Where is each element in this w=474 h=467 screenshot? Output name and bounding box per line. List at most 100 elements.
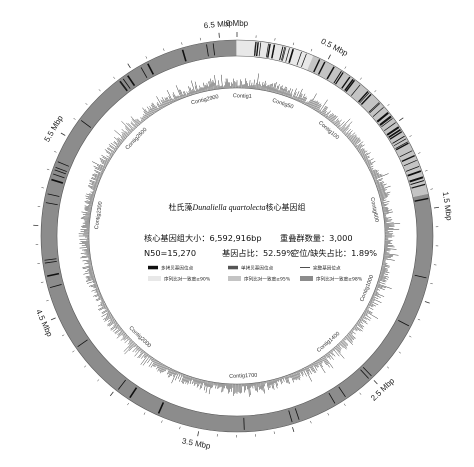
scale-tick-label: 4.5 Mbp [34,308,54,339]
contig-label: Contig50 [271,98,294,111]
ring-outline [40,39,434,433]
contig-label: Contig1 [233,93,252,100]
gene-mark [360,369,369,379]
scale-tick [145,56,148,59]
legend-swatch [148,265,158,270]
scale-tick [179,426,181,430]
gene-mark [388,128,401,138]
gene-mark [317,61,326,75]
contig-count: 重叠群数量：3,000 [280,233,353,243]
scale-tick [327,54,331,60]
scale-tick [425,170,428,172]
gene-mark [392,135,405,144]
gene-mark [267,43,271,58]
gene-mark [119,80,128,91]
contig-label: Contig2300 [94,201,104,230]
gene-mark [117,379,126,390]
legend-swatch [228,276,241,281]
gene-mark [414,274,427,279]
scale-tick [73,117,76,120]
gene-mark [258,42,262,57]
identity-segment [327,66,429,198]
scale-tick [292,42,295,46]
gene-mark [409,176,423,182]
n50-value: N50=15,270 [144,248,196,258]
gene-mark [399,150,413,158]
scale-tick [359,77,362,80]
gene-mark [410,180,425,185]
gene-mark [328,392,336,404]
scale-tick [386,366,390,369]
scale-tick [417,318,421,321]
gene-mark [384,122,396,132]
gene-mark [49,284,62,289]
scale-tick [85,102,88,105]
scale-tick [127,402,129,406]
legend-swatch [300,276,313,281]
scale-tick [374,90,377,93]
gene-mark [282,47,287,61]
scale-tick [163,48,165,51]
gene-mark [344,78,354,91]
scale-tick [424,301,430,304]
gene-mark [44,258,57,261]
gene-mark [294,408,300,420]
gene-mark [380,116,392,126]
scale-tick [409,135,412,137]
gene-mark [407,171,422,177]
legend-label: 序列比对一致度≥98% [316,276,363,283]
gene-mark [206,44,209,57]
gene-mark [53,173,65,179]
gene-mark [301,53,307,67]
gene-mark [51,178,64,184]
gene-mark [45,202,58,206]
gene-mark [405,166,420,172]
gene-mark [157,402,165,414]
gene-mark [129,387,138,399]
gene-mark [288,410,293,423]
gene-mark [358,91,369,103]
scale-tick [359,392,362,395]
scale-tick [343,403,346,406]
gene-mark [279,46,284,61]
legend-label: 单拷贝基因位点 [241,265,274,272]
gene-mark [281,46,286,61]
scale-tick [143,412,146,415]
gene-mark [386,126,399,135]
gene-mark [55,166,67,172]
scale-tick [61,334,65,337]
scale-tick [292,426,295,433]
core-genome-size: 核心基因组大小：6,592,916bp [144,233,262,243]
gene-mark [44,260,57,264]
gene-mark [377,112,389,123]
gene-mark [369,103,381,114]
scale-tick-label: 0 Mbp [226,19,249,28]
gene-mark [140,67,148,79]
gene-mark [368,102,380,113]
gene-mark [255,42,259,57]
legend-swatch [148,276,161,281]
gene-mark [386,126,400,136]
gene-mark [181,49,187,62]
gene-mark [313,59,321,73]
gene-mark [147,63,155,75]
gene-mark [80,120,92,128]
gene-mark [403,160,417,167]
scale-tick [398,351,402,354]
scale-tick [113,76,116,79]
contig-label: Contig100 [317,120,340,141]
scale-tick [418,152,421,154]
scale-tick [54,151,57,153]
scale-tick [97,379,100,382]
gene-mark [54,169,67,175]
gene-mark [409,177,424,183]
contig-label: Contig1400 [316,331,341,354]
gene-mark [409,176,424,183]
coverage-spikes [78,73,401,397]
gene-mark [388,129,401,139]
coverage-ring [78,73,401,397]
gene-mark [335,72,344,85]
scale-tick-label: 6.5 Mbp [203,19,233,31]
